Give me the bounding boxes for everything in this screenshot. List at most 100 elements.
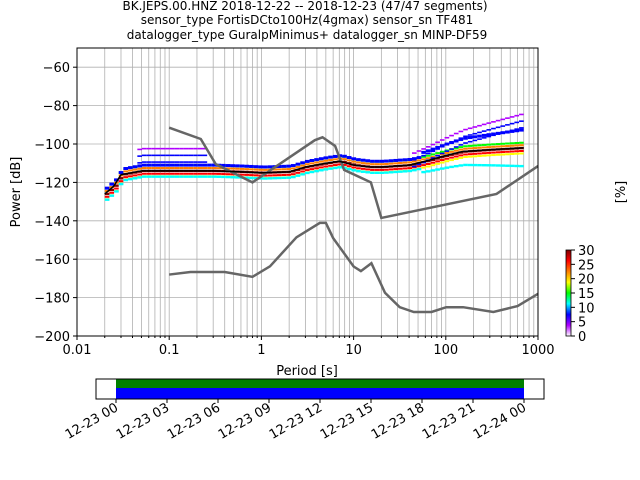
heatmap-cell <box>435 162 440 165</box>
heatmap-cell <box>439 153 445 156</box>
x-tick-label: 10 <box>345 343 362 358</box>
heatmap-cell <box>253 176 259 180</box>
heatmap-cell <box>332 158 338 161</box>
heatmap-cell <box>472 139 478 142</box>
heatmap-cell <box>491 143 496 146</box>
heatmap-cell <box>365 162 371 165</box>
heatmap-cell <box>509 164 515 168</box>
heatmap-cell <box>481 164 487 167</box>
heatmap-cell <box>463 153 468 156</box>
heatmap-cell <box>104 198 110 201</box>
heatmap-cell <box>356 167 361 170</box>
heatmap-cell <box>425 165 431 168</box>
heatmap-cell <box>514 152 520 155</box>
heatmap-cell <box>430 157 436 159</box>
y-tick-label: −180 <box>34 292 70 307</box>
heatmap-cell <box>449 148 454 150</box>
heatmap-cell <box>439 139 445 141</box>
heatmap-cell <box>300 170 305 173</box>
heatmap-cell <box>160 172 166 175</box>
heatmap-cell <box>141 175 147 178</box>
heatmap-cell <box>458 164 464 167</box>
heatmap-cell <box>458 146 464 149</box>
heatmap-cell <box>384 162 389 165</box>
heatmap-cell <box>453 164 459 168</box>
heatmap-cell <box>160 167 166 169</box>
heatmap-cell <box>249 168 254 171</box>
heatmap-cell <box>202 147 208 150</box>
heatmap-cell <box>118 171 124 175</box>
noise-model-nlnm <box>169 221 539 314</box>
y-axis: −60 −80 −100 −120 −140 −160 −180 −200 <box>34 61 77 345</box>
heatmap-cell <box>495 126 501 129</box>
heatmap-cell <box>486 143 492 146</box>
heatmap-cell <box>519 141 524 144</box>
heatmap-cell <box>425 157 431 160</box>
availability-blue-bar <box>116 388 524 399</box>
heatmap-cell <box>477 146 482 149</box>
heatmap-cell <box>500 142 506 145</box>
heatmap-cell <box>165 175 170 178</box>
heatmap-cell <box>472 147 478 150</box>
heatmap-cell <box>123 176 129 179</box>
heatmap-cell <box>174 163 180 167</box>
heatmap-cell <box>402 167 408 170</box>
heatmap-cell <box>183 147 189 150</box>
heatmap-cell <box>160 175 166 178</box>
heatmap-cell <box>421 155 426 158</box>
heatmap-cell <box>244 176 250 179</box>
heatmap-cell <box>374 159 380 163</box>
heatmap-cell <box>141 161 147 163</box>
heatmap-cell <box>481 146 487 149</box>
heatmap-cell <box>430 150 436 153</box>
heatmap-cell <box>514 129 520 133</box>
heatmap-cell <box>202 167 208 169</box>
heatmap-cell <box>323 165 329 168</box>
heatmap-cell <box>481 137 487 139</box>
heatmap-cell <box>379 159 385 163</box>
y-tick-label: −140 <box>34 215 70 230</box>
heatmap-cell <box>393 168 399 171</box>
heatmap-cell <box>509 150 515 153</box>
heatmap-cell <box>416 150 422 152</box>
heatmap-cell <box>263 168 268 171</box>
heatmap-cell <box>304 169 310 172</box>
heatmap-cell <box>281 176 287 180</box>
heatmap-cell <box>165 154 170 157</box>
heatmap-cell <box>374 171 380 174</box>
time-tick-label: 12-23 15 <box>318 400 376 442</box>
heatmap-cell <box>165 167 170 169</box>
heatmap-cell <box>197 161 203 163</box>
heatmap-cell <box>407 157 412 161</box>
heatmap-cell <box>225 175 231 179</box>
heatmap-cell <box>128 177 133 181</box>
heatmap-cell <box>416 156 422 159</box>
heatmap-cell <box>384 159 389 163</box>
heatmap-cell <box>314 167 319 170</box>
heatmap-cell <box>118 177 124 180</box>
heatmap-cell <box>239 164 245 168</box>
heatmap-cell <box>407 169 412 173</box>
x-axis-label: Period [s] <box>276 364 338 379</box>
title-line-3: datalogger_type GuralpMinimus+ datalogge… <box>127 28 488 42</box>
heatmap-cell <box>500 153 506 156</box>
heatmap-cell <box>356 169 361 173</box>
heatmap-cell <box>370 159 375 163</box>
x-axis: 0.01 0.1 1 10 100 1000 <box>63 336 555 358</box>
heatmap-cell <box>169 172 175 175</box>
heatmap-cell <box>146 167 152 169</box>
colorbar-tick-label: 20 <box>578 273 595 288</box>
heatmap-cell <box>351 166 357 169</box>
heatmap-cell <box>435 160 440 163</box>
heatmap-cell <box>472 163 478 167</box>
heatmap-cell <box>174 161 180 163</box>
heatmap-cell <box>137 176 142 179</box>
y-tick-label: −120 <box>34 176 70 191</box>
heatmap-cell <box>309 170 315 174</box>
heatmap-cell <box>495 133 501 135</box>
heatmap-cell <box>463 128 468 131</box>
heatmap-cell <box>332 164 338 167</box>
heatmap-cell <box>393 162 399 165</box>
